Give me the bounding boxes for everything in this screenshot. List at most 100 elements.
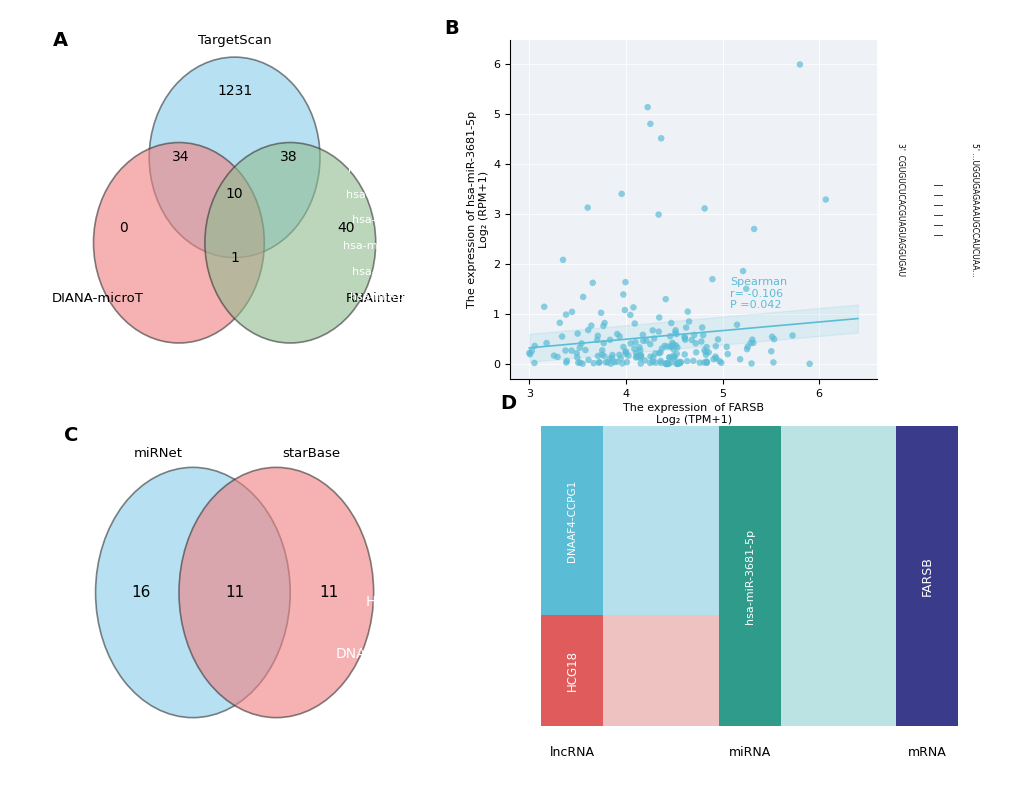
Point	[762, 345, 779, 358]
Point	[577, 344, 593, 356]
Point	[633, 349, 649, 362]
Point	[554, 254, 571, 266]
Point	[601, 333, 618, 346]
Point	[632, 357, 648, 370]
Point	[588, 333, 604, 346]
Point	[558, 355, 575, 367]
Point	[584, 276, 600, 289]
Point	[597, 356, 613, 369]
Point	[707, 352, 723, 365]
Point	[664, 349, 681, 362]
Point	[697, 348, 713, 361]
Point	[660, 351, 677, 363]
Point	[686, 329, 702, 341]
Point	[590, 356, 606, 369]
Polygon shape	[781, 426, 895, 727]
Point	[574, 357, 590, 370]
Point	[657, 358, 674, 371]
Point	[526, 340, 542, 352]
Point	[711, 355, 728, 367]
Point	[626, 343, 642, 356]
Point	[622, 309, 638, 322]
Point	[645, 333, 661, 345]
Text: hsa-miR-1270: hsa-miR-1270	[352, 266, 428, 276]
Point	[575, 291, 591, 303]
Point	[668, 341, 685, 354]
Point	[707, 340, 723, 352]
Point	[667, 357, 684, 370]
Text: RNAinter: RNAinter	[345, 292, 405, 305]
Point	[801, 358, 817, 371]
Point	[599, 356, 615, 369]
Point	[691, 356, 707, 369]
Point	[698, 356, 714, 369]
Point	[642, 118, 658, 130]
Point	[626, 317, 642, 329]
Point	[523, 344, 539, 357]
Text: A: A	[53, 31, 67, 50]
Text: D: D	[500, 393, 516, 413]
Text: hsa-miR-8080: hsa-miR-8080	[352, 215, 428, 225]
Point	[608, 356, 625, 368]
Point	[656, 340, 673, 352]
Point	[572, 356, 588, 369]
Point	[571, 341, 587, 354]
Point	[712, 356, 729, 369]
Point	[668, 357, 685, 370]
Point	[657, 293, 674, 306]
Point	[642, 338, 658, 351]
Ellipse shape	[96, 468, 290, 717]
Point	[696, 202, 712, 215]
Point	[603, 348, 620, 361]
Point	[595, 337, 611, 349]
Point	[522, 348, 538, 360]
Point	[569, 352, 585, 364]
Point	[632, 350, 648, 363]
Point	[738, 283, 754, 295]
Point	[627, 336, 643, 348]
Point	[665, 351, 682, 363]
Point	[589, 350, 605, 363]
Point	[709, 333, 726, 346]
Point	[616, 346, 633, 359]
Point	[651, 346, 667, 359]
Point	[704, 353, 720, 366]
Point	[573, 337, 589, 350]
Bar	[717, 426, 781, 727]
Text: 40: 40	[337, 221, 355, 235]
Text: | | | | | |: | | | | | |	[932, 182, 941, 237]
Point	[620, 349, 636, 362]
Point	[791, 58, 807, 71]
Point	[568, 347, 584, 359]
Text: lncRNA: lncRNA	[549, 746, 594, 759]
Point	[695, 356, 711, 369]
Point	[603, 352, 620, 364]
Point	[622, 337, 638, 350]
Text: 10: 10	[225, 187, 244, 201]
Text: hsa-miR-4722-5p: hsa-miR-4722-5p	[342, 138, 437, 149]
Point	[625, 301, 641, 314]
Point	[628, 351, 644, 363]
Point	[677, 333, 693, 346]
Point	[739, 340, 755, 353]
Point	[549, 351, 566, 363]
Point	[605, 356, 622, 368]
Point	[650, 209, 666, 221]
Point	[693, 322, 709, 334]
Point	[580, 324, 596, 337]
Point	[669, 357, 686, 370]
Ellipse shape	[205, 142, 375, 343]
Text: 34: 34	[172, 150, 190, 164]
Point	[580, 354, 596, 367]
Point	[662, 340, 679, 353]
Point	[636, 354, 652, 367]
Point	[601, 352, 618, 365]
Text: DNAAF4-CCPG1: DNAAF4-CCPG1	[335, 647, 444, 661]
Point	[591, 356, 607, 368]
Point	[657, 358, 674, 371]
Text: 3'  CGUGUCUCACGUAGUAGGUGAU: 3' CGUGUCUCACGUAGUAGGUGAU	[896, 143, 904, 276]
Point	[646, 347, 662, 359]
Point	[631, 341, 647, 354]
X-axis label: The expression  of FARSB
Log₂ (TPM+1): The expression of FARSB Log₂ (TPM+1)	[623, 403, 763, 425]
Text: 1: 1	[230, 250, 238, 265]
